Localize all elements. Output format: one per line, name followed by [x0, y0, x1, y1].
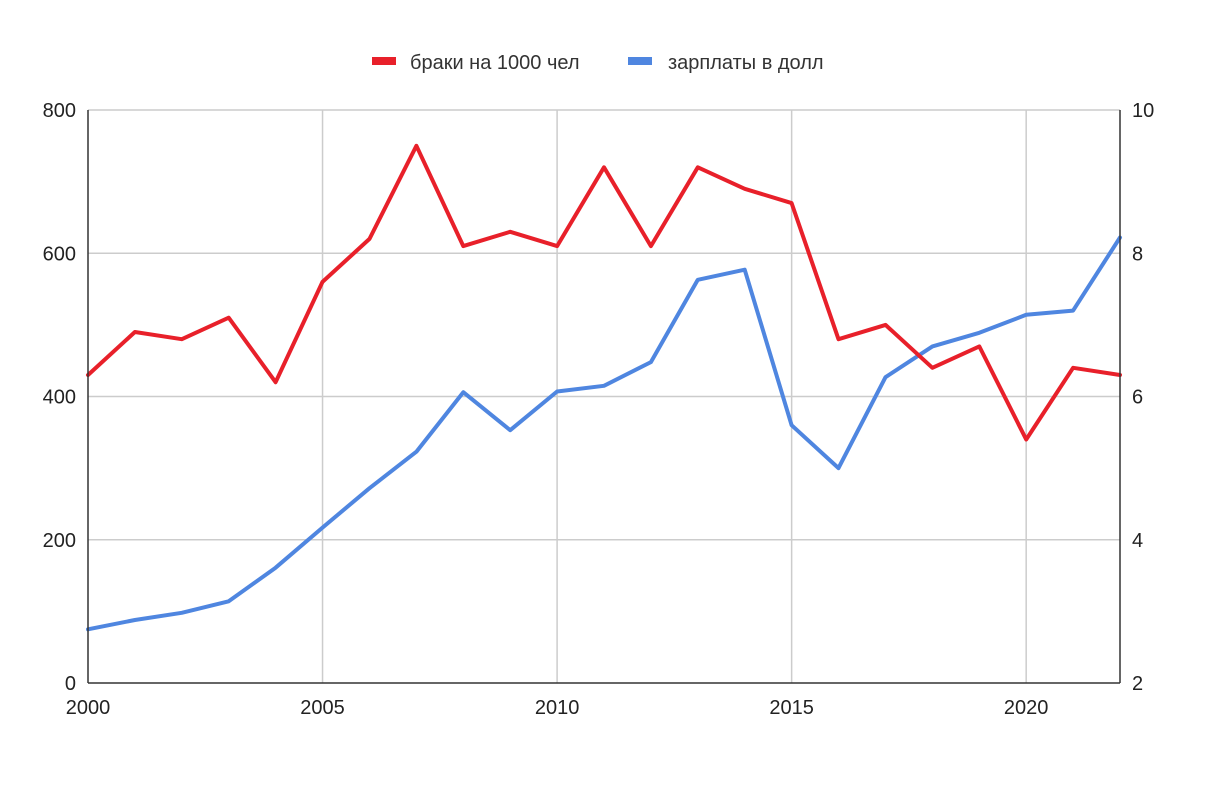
legend-swatch-salaries	[628, 57, 652, 65]
series-line-marriages	[86, 143, 1122, 442]
chart-tick-labels: 0 200 400 600 800 2 4 6 8 10 2000 2005 2010 2015 2020	[43, 100, 1155, 719]
legend-swatch-marriages	[372, 57, 396, 65]
y-right-tick-label: 10	[1132, 100, 1154, 122]
legend-label-marriages: браки на 1000 чел	[410, 52, 580, 74]
series-line-salaries	[86, 235, 1122, 632]
chart-axes	[87, 110, 1121, 684]
y-left-tick-label: 400	[43, 387, 76, 409]
y-left-tick-label: 600	[43, 243, 76, 265]
y-right-tick-label: 6	[1132, 387, 1143, 409]
x-tick-label: 2015	[769, 697, 814, 719]
chart-grid	[88, 109, 1120, 683]
y-right-tick-label: 2	[1132, 673, 1143, 695]
x-tick-label: 2005	[300, 697, 345, 719]
y-left-tick-label: 200	[43, 530, 76, 552]
x-tick-label: 2000	[66, 697, 111, 719]
y-right-tick-label: 4	[1132, 530, 1143, 552]
y-left-tick-label: 800	[43, 100, 76, 122]
y-left-tick-label: 0	[65, 673, 76, 695]
x-tick-label: 2020	[1004, 697, 1049, 719]
x-tick-label: 2010	[535, 697, 580, 719]
y-right-tick-label: 8	[1132, 243, 1143, 265]
chart-series	[86, 143, 1122, 632]
legend-label-salaries: зарплаты в долл	[668, 52, 824, 74]
chart-legend: браки на 1000 чел зарплаты в долл	[372, 52, 824, 74]
